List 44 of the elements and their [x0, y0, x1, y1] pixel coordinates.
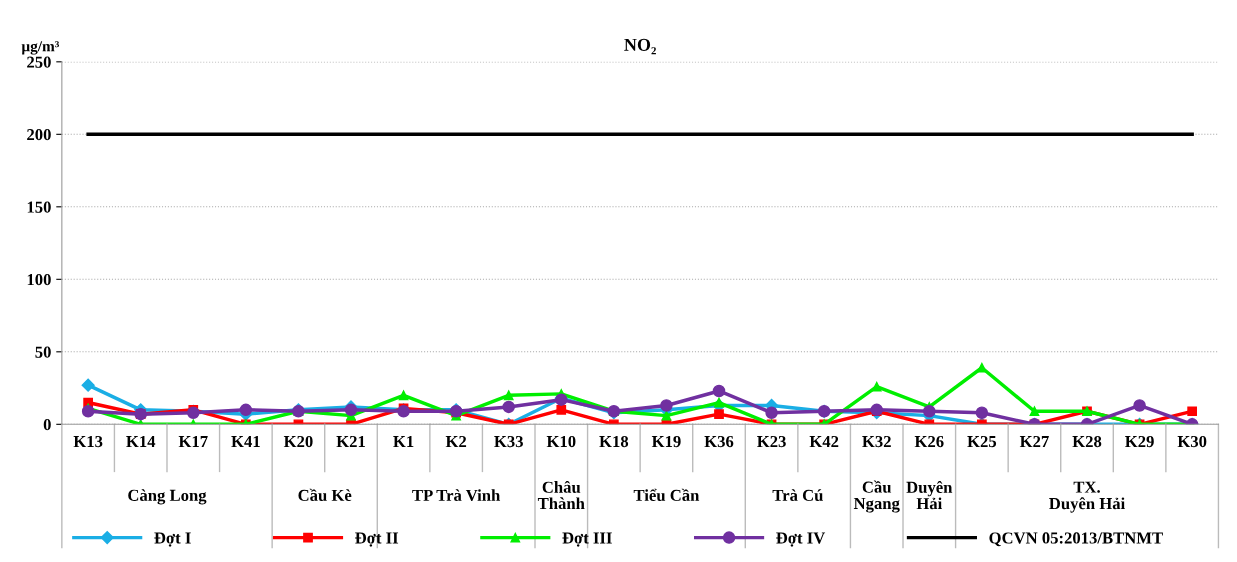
y-axis-title: µg/m³: [21, 41, 60, 55]
x-tick-label: K33: [494, 435, 523, 448]
text: TP Trà Vinh: [412, 489, 501, 502]
text: Cầu Ngang: [853, 480, 900, 513]
legend-label: Đợt III: [562, 532, 612, 547]
y-tick-label: 250: [27, 56, 51, 68]
text: Tiểu Cần: [633, 488, 700, 502]
x-tick-label: K14: [126, 435, 156, 447]
y-tick-label: 50: [35, 346, 51, 358]
chart-title: NO₂: [624, 38, 656, 55]
legend-label: Đợt II: [355, 532, 399, 547]
x-tick-label: K2: [445, 435, 467, 447]
x-tick-label: K25: [967, 435, 997, 448]
text: Châu Thành: [537, 480, 585, 510]
text: Càng Long: [128, 489, 207, 505]
x-tick-label: K1: [393, 435, 414, 447]
y-tick-label: 100: [27, 274, 51, 286]
x-tick-label: K17: [178, 435, 208, 447]
x-tick-label: K26: [914, 435, 944, 448]
y-tick-label: 200: [27, 129, 51, 141]
x-tick-label: K13: [73, 435, 103, 448]
text: Duyên Hải: [906, 481, 953, 510]
legend-label: QCVN 05:2013/BTNMT: [989, 532, 1163, 547]
y-tick-label: 150: [27, 201, 51, 213]
x-tick-label: K20: [283, 435, 313, 448]
text: TX. Duyên Hải: [1049, 481, 1125, 513]
legend-label: Đợt I: [154, 532, 191, 547]
x-tick-label: K32: [862, 435, 891, 448]
legend-label: Đợt IV: [776, 532, 826, 547]
x-tick-label: K21: [336, 435, 365, 447]
x-tick-label: K29: [1125, 435, 1154, 448]
x-tick-label: K28: [1072, 435, 1102, 448]
x-tick-label: K42: [809, 435, 839, 447]
x-tick-label: K18: [599, 435, 629, 448]
text: Cầu Kè: [298, 488, 352, 502]
x-tick-label: K30: [1177, 435, 1207, 448]
x-tick-label: K41: [231, 435, 260, 447]
x-tick-label: K23: [757, 435, 786, 448]
x-tick-label: K19: [651, 435, 681, 448]
x-tick-label: K36: [704, 435, 734, 448]
x-tick-label: K10: [546, 435, 576, 448]
x-tick-label: K27: [1019, 435, 1049, 447]
text: Trà Cú: [772, 489, 823, 502]
y-tick-label: 0: [43, 419, 51, 431]
